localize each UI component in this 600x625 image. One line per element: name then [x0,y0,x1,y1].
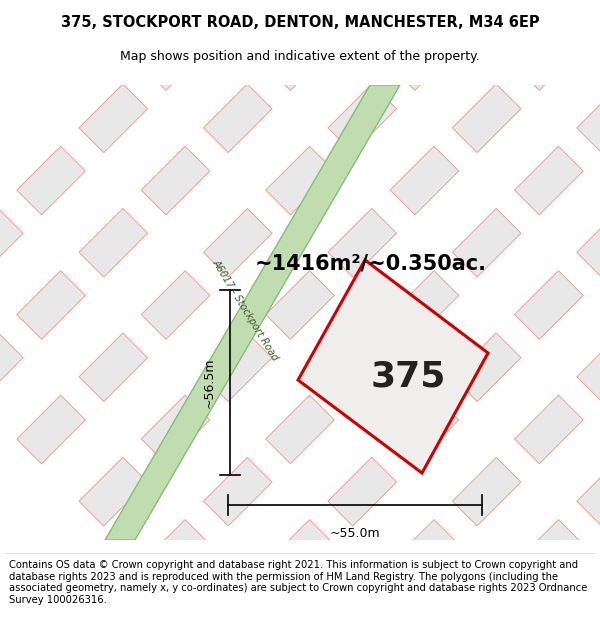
Polygon shape [0,333,23,401]
Text: 375: 375 [371,359,446,394]
Polygon shape [515,146,583,215]
Polygon shape [203,209,272,277]
Polygon shape [452,333,521,401]
Text: ~55.0m: ~55.0m [329,527,380,540]
Polygon shape [577,333,600,401]
Polygon shape [79,458,148,526]
Polygon shape [266,146,334,215]
Polygon shape [452,209,521,277]
Polygon shape [515,271,583,339]
Text: Contains OS data © Crown copyright and database right 2021. This information is : Contains OS data © Crown copyright and d… [9,560,587,605]
Polygon shape [577,582,600,625]
Polygon shape [266,519,334,588]
Polygon shape [328,582,397,625]
Polygon shape [298,260,488,473]
Polygon shape [328,333,397,401]
Polygon shape [390,395,459,464]
Polygon shape [390,519,459,588]
Text: ~1416m²/~0.350ac.: ~1416m²/~0.350ac. [255,253,487,273]
Polygon shape [328,84,397,152]
Polygon shape [203,582,272,625]
Polygon shape [141,519,210,588]
Polygon shape [452,458,521,526]
Polygon shape [577,209,600,277]
Polygon shape [452,84,521,152]
Polygon shape [390,271,459,339]
Polygon shape [203,84,272,152]
Polygon shape [105,85,400,540]
Polygon shape [17,271,85,339]
Polygon shape [266,271,334,339]
Polygon shape [17,146,85,215]
Polygon shape [0,209,23,277]
Text: Map shows position and indicative extent of the property.: Map shows position and indicative extent… [120,50,480,63]
Polygon shape [79,333,148,401]
Polygon shape [141,146,210,215]
Polygon shape [515,519,583,588]
Polygon shape [577,84,600,152]
Polygon shape [390,22,459,91]
Polygon shape [390,146,459,215]
Polygon shape [328,209,397,277]
Polygon shape [141,22,210,91]
Polygon shape [577,458,600,526]
Text: A6017 - Stockport Road: A6017 - Stockport Road [210,258,280,362]
Polygon shape [141,271,210,339]
Polygon shape [141,395,210,464]
Polygon shape [515,22,583,91]
Polygon shape [79,209,148,277]
Polygon shape [203,333,272,401]
Polygon shape [203,458,272,526]
Polygon shape [515,395,583,464]
Text: 375, STOCKPORT ROAD, DENTON, MANCHESTER, M34 6EP: 375, STOCKPORT ROAD, DENTON, MANCHESTER,… [61,15,539,30]
Polygon shape [17,395,85,464]
Polygon shape [452,582,521,625]
Polygon shape [328,458,397,526]
Polygon shape [266,395,334,464]
Polygon shape [266,22,334,91]
Text: ~56.5m: ~56.5m [203,357,216,408]
Polygon shape [79,84,148,152]
